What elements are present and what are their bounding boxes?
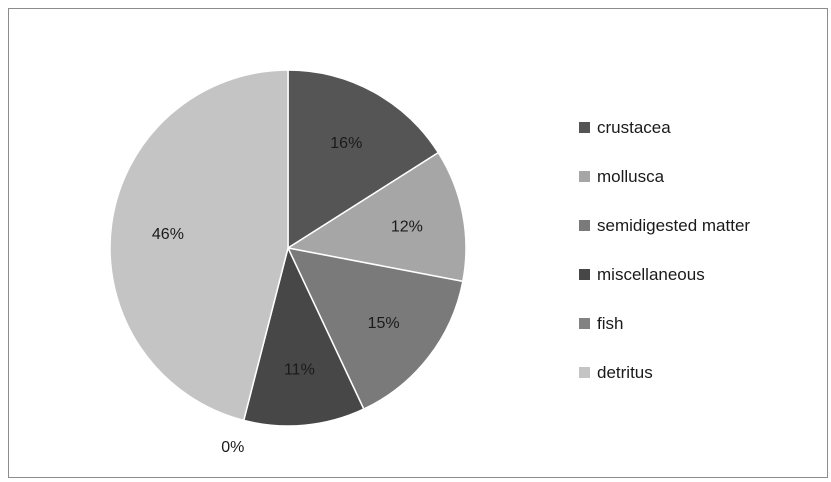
legend-label-detritus: detritus xyxy=(597,363,653,382)
pie-slice-mollusca xyxy=(285,151,467,283)
legend-swatch-semidigested-matter xyxy=(579,220,590,231)
data-label-semidigested-matter: 15% xyxy=(368,315,400,332)
pie-slice-miscellaneous xyxy=(242,245,365,427)
legend-label-miscellaneous: miscellaneous xyxy=(597,265,705,284)
pie-slice-semidigested-matter xyxy=(286,246,464,411)
legend-label-mollusca: mollusca xyxy=(597,167,665,186)
data-label-crustacea: 16% xyxy=(330,135,362,152)
legend-label-fish: fish xyxy=(597,314,623,333)
pie-labels: 16% 12% 15% 11% 0% 46% xyxy=(152,135,423,456)
legend-swatch-fish xyxy=(579,318,590,329)
data-label-miscellaneous: 11% xyxy=(284,362,315,379)
legend: crustacea mollusca semidigested matter misc… xyxy=(579,118,750,382)
data-label-fish: 0% xyxy=(221,439,244,456)
legend-label-semidigested-matter: semidigested matter xyxy=(597,216,750,235)
legend-swatch-mollusca xyxy=(579,171,590,182)
pie-slice-detritus xyxy=(109,69,289,422)
legend-swatch-miscellaneous xyxy=(579,269,590,280)
pie-slice-crustacea xyxy=(287,69,440,250)
data-label-mollusca: 12% xyxy=(391,218,423,235)
data-label-detritus: 46% xyxy=(152,226,184,243)
pie-slices xyxy=(109,69,467,427)
legend-swatch-detritus xyxy=(579,367,590,378)
legend-label-crustacea: crustacea xyxy=(597,118,671,137)
legend-swatch-crustacea xyxy=(579,122,590,133)
